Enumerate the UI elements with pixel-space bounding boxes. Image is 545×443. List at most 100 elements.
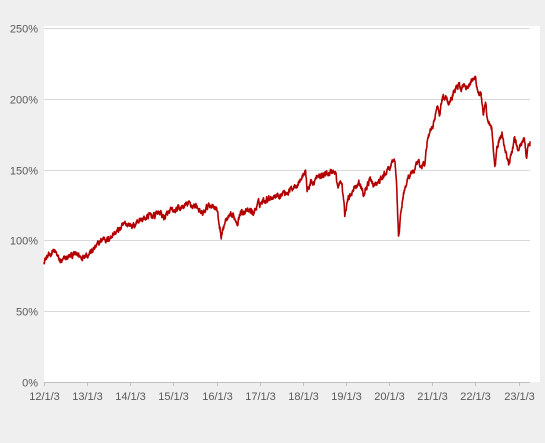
x-tick-label: 13/1/3: [72, 391, 103, 403]
data-point: [469, 82, 471, 84]
data-point: [220, 235, 222, 237]
x-axis: 12/1/3 13/1/3 14/1/3 15/1/3 16/1/3 17/1/3 18/1…: [29, 382, 535, 403]
data-point: [529, 141, 531, 143]
series-group: [43, 75, 531, 265]
data-point: [422, 162, 424, 164]
data-point: [354, 186, 356, 188]
data-point: [459, 84, 461, 86]
data-point: [229, 217, 231, 219]
data-point: [475, 77, 477, 79]
data-point: [516, 143, 518, 145]
data-point: [508, 165, 510, 167]
data-point: [377, 183, 379, 185]
data-point: [424, 166, 426, 168]
y-tick-label: 150%: [10, 166, 38, 178]
data-point: [477, 91, 479, 93]
data-point: [407, 177, 409, 179]
data-point: [264, 199, 266, 201]
data-point: [211, 204, 213, 206]
data-point: [305, 169, 307, 171]
data-point: [306, 190, 308, 192]
data-point: [405, 186, 407, 188]
data-point: [380, 179, 382, 181]
data-point: [189, 203, 191, 205]
data-point: [214, 206, 216, 208]
data-point: [318, 176, 320, 178]
data-point: [116, 231, 118, 233]
data-point: [103, 237, 105, 239]
data-point: [290, 189, 292, 191]
data-point: [81, 257, 83, 259]
data-point: [322, 175, 324, 177]
data-point: [387, 169, 389, 171]
data-point: [384, 175, 386, 177]
data-point: [310, 182, 312, 184]
data-point: [491, 126, 493, 128]
data-point: [239, 213, 241, 215]
data-point: [396, 183, 398, 185]
data-point: [363, 194, 365, 196]
data-point: [434, 118, 436, 120]
data-point: [58, 259, 60, 261]
data-point: [133, 225, 135, 227]
data-point: [521, 141, 523, 143]
data-point: [326, 173, 328, 175]
data-point: [66, 257, 68, 259]
data-point: [347, 200, 349, 202]
data-point: [301, 177, 303, 179]
data-point: [394, 158, 396, 160]
x-tick-label: 14/1/3: [115, 391, 146, 403]
data-point: [455, 87, 457, 89]
data-point: [294, 184, 296, 186]
x-tick-label: 18/1/3: [288, 391, 319, 403]
data-point: [366, 186, 368, 188]
data-point: [85, 252, 87, 254]
data-point: [480, 94, 482, 96]
data-point: [373, 184, 375, 186]
data-point: [526, 156, 528, 158]
data-point: [125, 223, 127, 225]
data-point: [445, 95, 447, 97]
data-point: [315, 179, 317, 181]
data-point: [430, 129, 432, 131]
data-point: [203, 213, 205, 215]
data-point: [391, 165, 393, 167]
data-point: [337, 187, 339, 189]
data-point: [426, 141, 428, 143]
data-point: [185, 204, 187, 206]
data-point: [473, 80, 475, 82]
y-tick-label: 100%: [10, 236, 38, 248]
y-axis: 0% 50% 100% 150% 200% 250%: [10, 24, 38, 390]
data-point: [216, 207, 218, 209]
data-point: [56, 254, 58, 256]
data-point: [257, 203, 259, 205]
data-point: [494, 165, 496, 167]
data-point: [432, 129, 434, 131]
data-point: [272, 196, 274, 198]
data-point: [259, 203, 261, 205]
data-point: [369, 179, 371, 181]
data-point: [92, 250, 94, 252]
data-point: [243, 210, 245, 212]
data-point: [420, 167, 422, 169]
data-point: [298, 182, 300, 184]
x-tick-label: 15/1/3: [158, 391, 189, 403]
data-point: [48, 255, 50, 257]
data-point: [150, 214, 152, 216]
data-point: [501, 133, 503, 135]
data-point: [121, 227, 123, 229]
data-point: [414, 169, 416, 171]
data-point: [329, 172, 331, 174]
data-point: [52, 250, 54, 252]
data-point: [461, 88, 463, 90]
data-point: [70, 255, 72, 257]
data-point: [181, 207, 183, 209]
data-point: [402, 197, 404, 199]
data-point: [283, 192, 285, 194]
data-point: [276, 194, 278, 196]
data-point: [137, 220, 139, 222]
data-point: [417, 162, 419, 164]
data-point: [107, 240, 109, 242]
